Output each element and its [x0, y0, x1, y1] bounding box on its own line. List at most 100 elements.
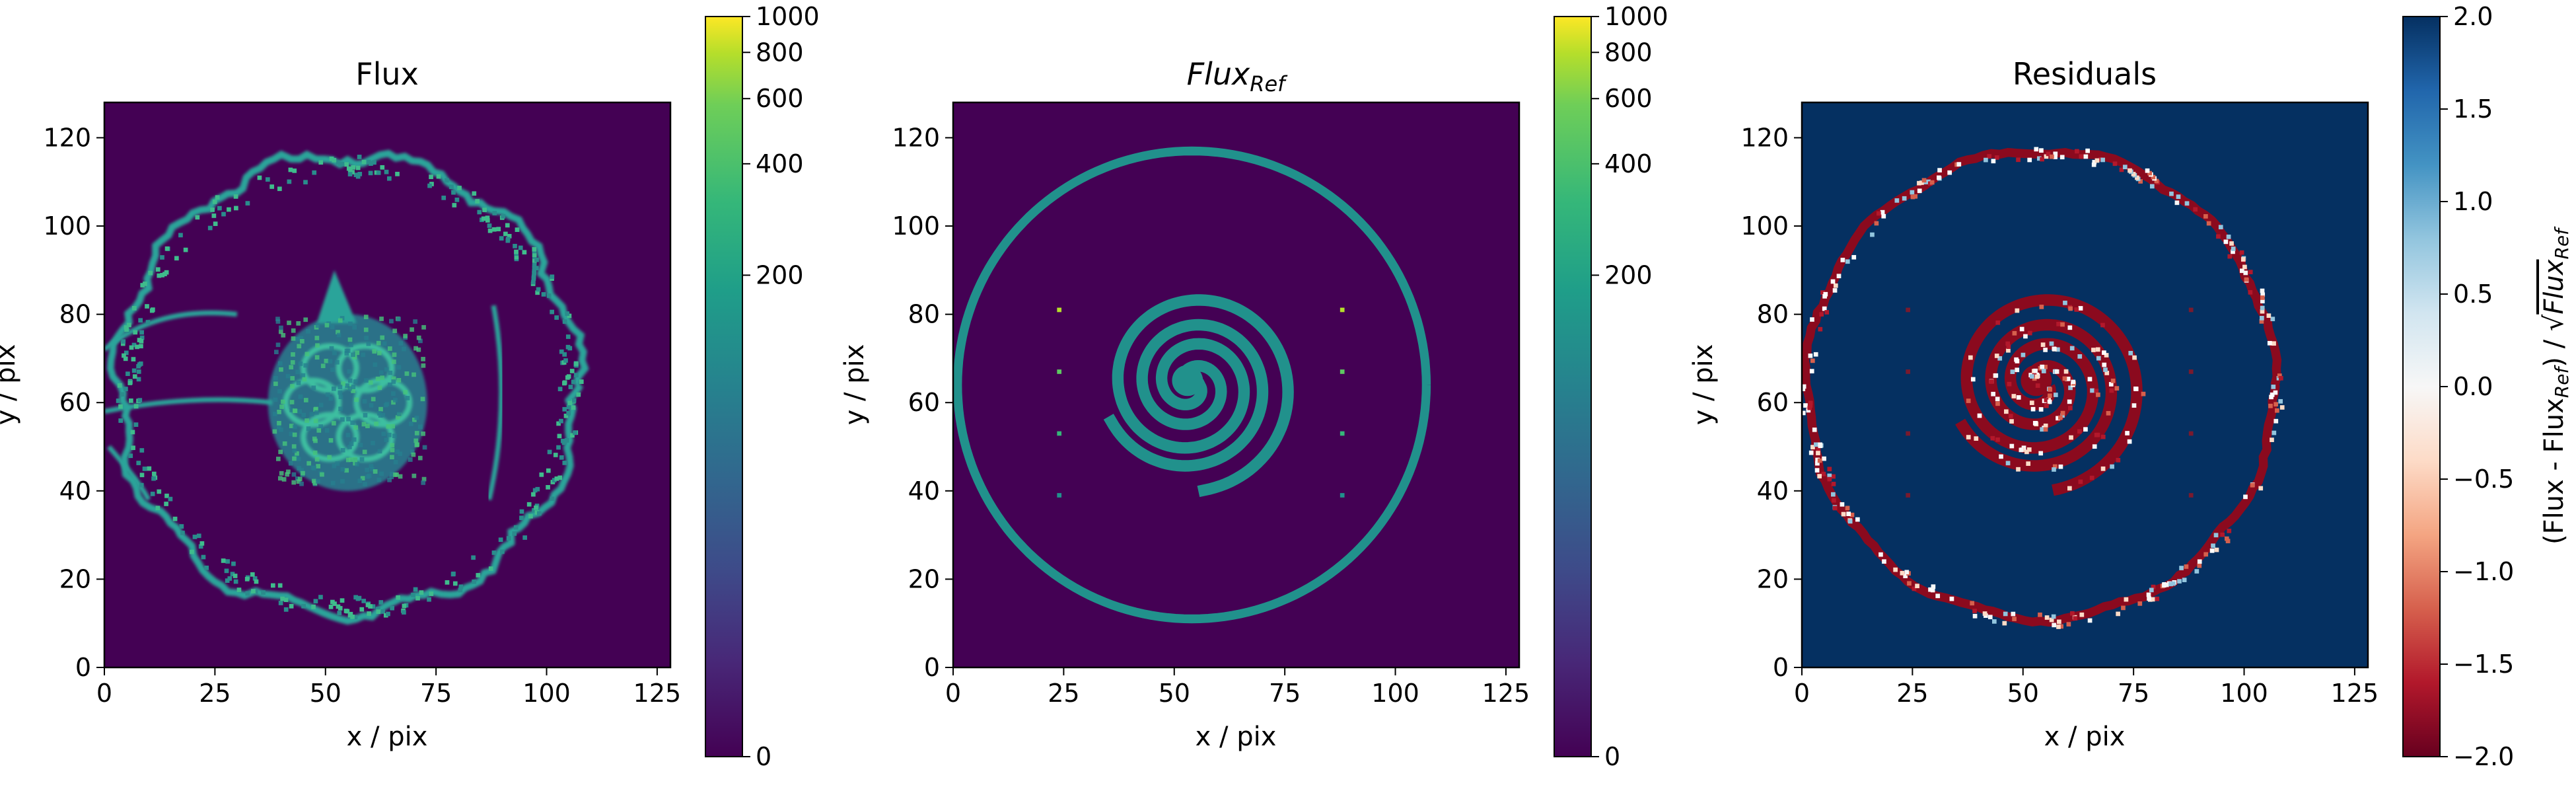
noise-pixel: [281, 477, 287, 482]
speckle-pixel: [1836, 274, 1842, 279]
noise-pixel: [457, 186, 462, 190]
noise-pixel: [316, 479, 320, 484]
noise-pixel: [352, 325, 357, 330]
speckle-pixel: [1968, 355, 1973, 360]
noise-pixel: [275, 317, 280, 322]
noise-pixel: [370, 467, 375, 472]
noise-pixel: [532, 508, 536, 513]
streak: [104, 310, 238, 352]
noise-pixel: [554, 476, 559, 481]
speckle-pixel: [1994, 155, 1999, 160]
colorbar-tick-label: 1000: [756, 2, 820, 31]
residual-point: [1906, 369, 1911, 374]
noise-pixel: [225, 559, 230, 564]
noise-pixel: [135, 344, 139, 350]
speckle-pixel: [1910, 190, 1915, 195]
noise-pixel: [332, 421, 336, 426]
panel-residuals: Residuals 0 25 50 75 100 125 020406080100120 …: [1688, 2, 2573, 771]
speckle-pixel: [2197, 563, 2202, 568]
noise-pixel: [413, 319, 417, 324]
colorbar-ticks: 0 200 400 600 800 1000: [1591, 2, 1668, 771]
noise-pixel: [365, 467, 370, 472]
speckle-pixel: [1840, 258, 1845, 262]
speckle-pixel: [2147, 170, 2153, 176]
speckle-pixel: [1820, 290, 1825, 295]
noise-pixel: [395, 449, 400, 454]
noise-pixel: [178, 233, 183, 238]
noise-pixel: [522, 535, 527, 540]
speckle-pixel: [2015, 367, 2020, 373]
speckle-pixel: [2132, 355, 2137, 360]
speckle-pixel: [2270, 317, 2275, 322]
speckle-pixel: [2164, 582, 2169, 587]
colorbar-tick-label: 1.0: [2453, 187, 2493, 216]
noise-pixel: [371, 441, 375, 445]
noise-pixel: [353, 172, 359, 177]
noise-pixel: [311, 385, 316, 391]
noise-pixel: [514, 249, 519, 254]
speckle-pixel: [2085, 148, 2090, 153]
noise-pixel: [313, 407, 318, 412]
speckle-pixel: [2179, 566, 2184, 570]
noise-pixel: [416, 347, 421, 352]
speckle-pixel: [2074, 307, 2079, 312]
noise-pixel: [562, 380, 567, 385]
speckle-pixel: [2012, 617, 2017, 621]
noise-pixel: [127, 381, 133, 385]
x-tick-label: 75: [1269, 679, 1301, 708]
noise-pixel: [328, 396, 334, 401]
noise-pixel: [330, 324, 335, 330]
noise-pixel: [546, 293, 552, 298]
speckle-pixel: [2049, 617, 2054, 623]
noise-pixel: [128, 453, 133, 459]
speckle-pixel: [2054, 369, 2059, 374]
noise-pixel: [532, 269, 537, 274]
noise-pixel: [351, 165, 356, 170]
noise-pixel: [303, 180, 308, 185]
noise-pixel: [402, 346, 406, 352]
noise-pixel: [567, 313, 572, 319]
speckle-pixel: [2092, 444, 2097, 449]
residual-point: [1906, 431, 1911, 436]
noise-pixel: [371, 604, 376, 609]
speckle-pixel: [2122, 165, 2128, 170]
speckle-pixel: [1894, 198, 1900, 203]
noise-pixel: [550, 496, 555, 502]
noise-pixel: [131, 445, 135, 451]
noise-pixel: [233, 579, 238, 584]
speckle-pixel: [2015, 308, 2020, 313]
noise-pixel: [369, 403, 374, 408]
noise-pixel: [139, 335, 145, 340]
noise-pixel: [373, 469, 378, 474]
noise-pixel: [421, 363, 426, 368]
noise-pixel: [571, 405, 576, 410]
speckle-pixel: [2052, 467, 2056, 472]
noise-pixel: [140, 283, 145, 287]
noise-pixel: [481, 216, 486, 221]
noise-pixel: [414, 415, 419, 420]
speckle-pixel: [2053, 393, 2058, 397]
speckle-pixel: [2114, 386, 2120, 391]
speckle-pixel: [1821, 471, 1826, 476]
noise-pixel: [168, 496, 173, 502]
noise-pixel: [139, 472, 145, 478]
speckle-pixel: [2227, 254, 2233, 259]
speckle-pixel: [2067, 325, 2073, 330]
noise-pixel: [245, 201, 250, 206]
speckle-pixel: [1987, 154, 1992, 159]
speckle-pixel: [1831, 474, 1836, 479]
speckle-pixel: [2075, 149, 2079, 154]
speckle-pixel: [1995, 437, 2000, 442]
speckle-pixel: [2069, 346, 2075, 351]
noise-pixel: [427, 597, 431, 602]
noise-pixel: [429, 591, 434, 596]
noise-pixel: [348, 321, 353, 326]
noise-pixel: [318, 595, 323, 599]
noise-pixel: [365, 424, 370, 428]
noise-pixel: [160, 255, 164, 260]
x-tick-label: 25: [199, 679, 231, 708]
speckle-pixel: [2071, 379, 2076, 385]
noise-pixel: [388, 346, 392, 351]
speckle-pixel: [2146, 592, 2151, 597]
speckle-pixel: [2070, 611, 2075, 616]
